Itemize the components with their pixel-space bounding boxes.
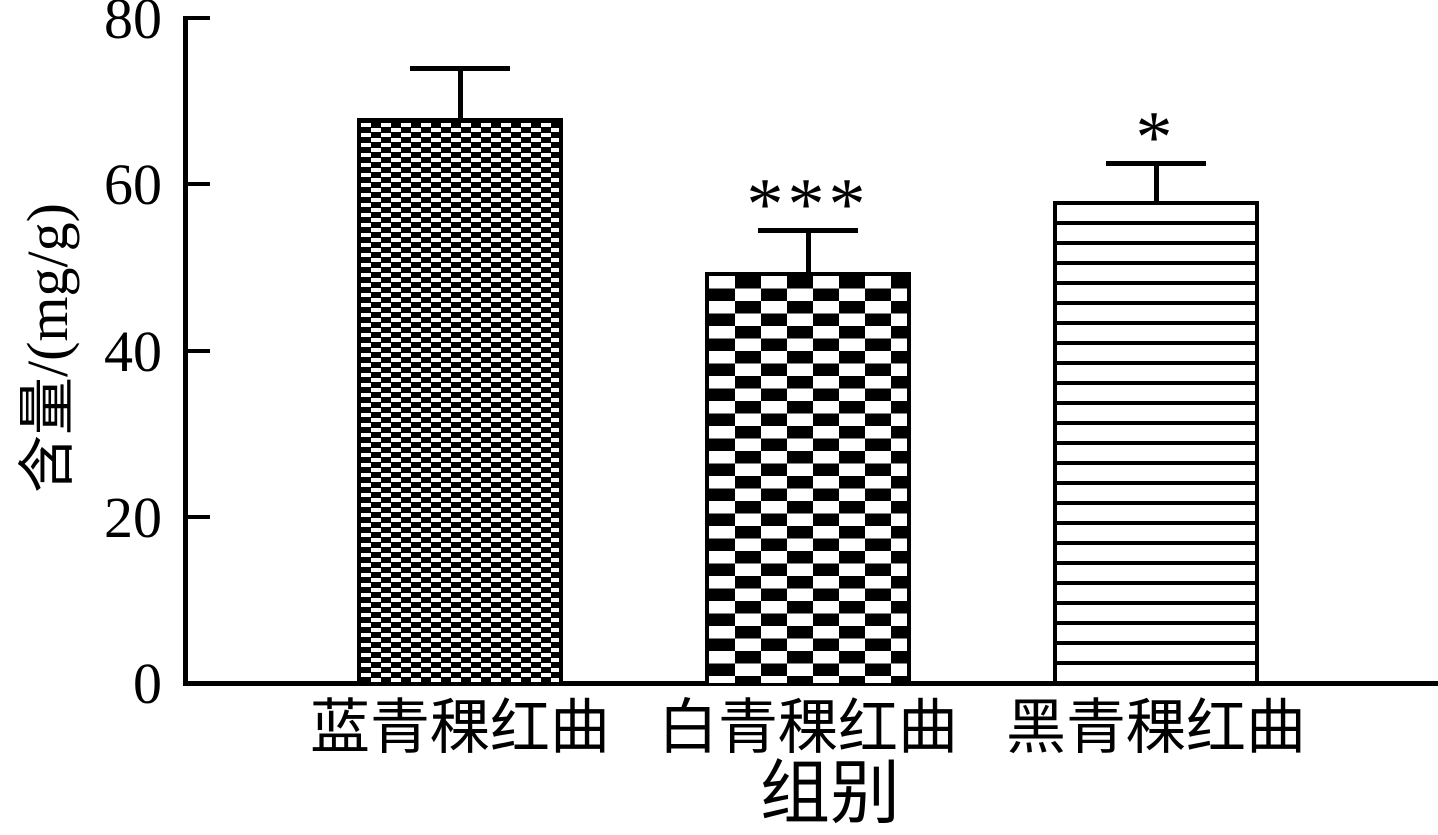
y-tick-label: 60 [104,152,162,218]
x-category-label: 蓝青稞红曲 [310,695,610,761]
x-axis-title: 组别 [760,756,900,833]
error-bar-whisker [1153,163,1159,201]
y-tick-label: 80 [104,0,162,51]
bar-checkerboard [705,271,911,683]
significance-annotation: * [1135,97,1177,180]
error-bar-cap [758,227,858,233]
x-axis-line [183,681,1438,686]
y-tick-mark [183,182,210,187]
y-tick-mark [183,514,210,519]
error-bar-cap [1106,161,1206,167]
error-bar-whisker [457,67,463,118]
x-category-label: 白青稞红曲 [658,695,958,761]
x-category-label: 黑青稞红曲 [1006,695,1306,761]
y-tick-mark [183,348,210,353]
significance-annotation: *** [746,163,870,246]
error-bar-whisker [805,229,811,272]
y-tick-label: 0 [133,651,162,716]
y-tick-label: 20 [104,484,162,550]
y-tick-mark [183,16,210,20]
error-bar-cap [410,65,510,71]
bar-fine-checker [357,117,563,683]
bar-horizontal-stripes [1053,200,1259,683]
y-tick-label: 40 [104,318,162,384]
